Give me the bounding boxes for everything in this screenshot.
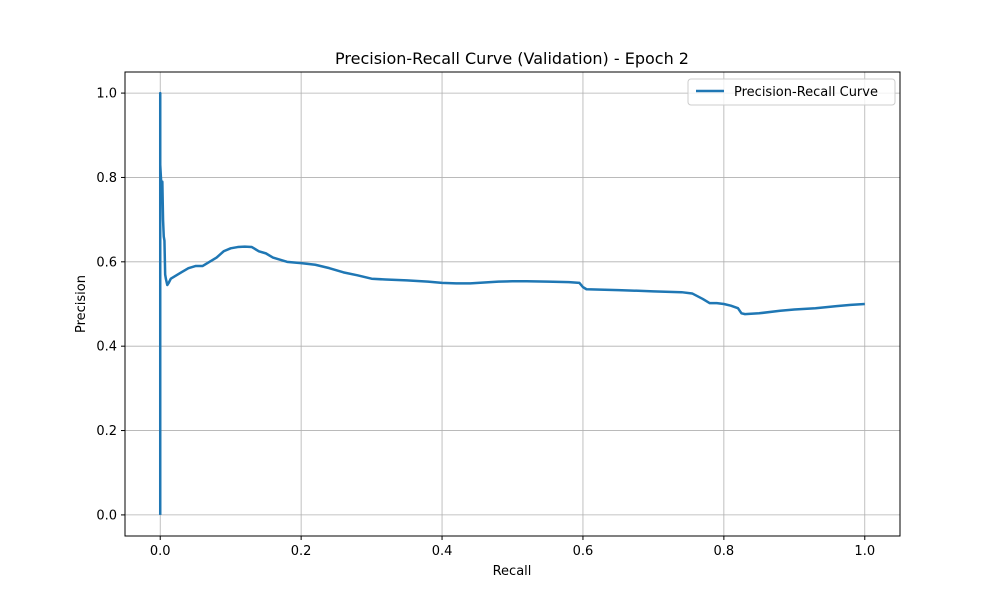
y-tick-label: 0.0	[96, 508, 117, 523]
x-tick-label: 1.0	[854, 544, 875, 559]
x-axis: 0.0 0.2 0.4 0.6 0.8 1.0	[150, 536, 875, 559]
legend: Precision-Recall Curve	[687, 78, 896, 106]
y-tick-label: 1.0	[96, 87, 117, 102]
x-tick-label: 0.8	[714, 544, 735, 559]
x-tick-label: 0.4	[432, 544, 453, 559]
y-axis: 0.0 0.2 0.4 0.6 0.8 1.0	[96, 87, 125, 523]
plot-frame	[124, 71, 901, 537]
series-layer	[158, 91, 865, 515]
chart-title: Precision-Recall Curve (Validation) - Ep…	[335, 49, 689, 68]
y-axis-label: Precision	[74, 275, 89, 333]
x-axis-label: Recall	[493, 564, 532, 579]
x-tick-label: 0.0	[150, 544, 171, 559]
legend-box	[687, 78, 896, 106]
x-tick-label: 0.6	[573, 544, 594, 559]
y-tick-label: 0.2	[96, 424, 117, 439]
legend-label: Precision-Recall Curve	[734, 85, 878, 100]
y-tick-label: 0.4	[96, 340, 117, 355]
x-tick-label: 0.2	[291, 544, 312, 559]
grid	[125, 72, 900, 536]
series-line	[158, 91, 865, 515]
y-tick-label: 0.6	[96, 255, 117, 270]
y-tick-label: 0.8	[96, 171, 117, 186]
